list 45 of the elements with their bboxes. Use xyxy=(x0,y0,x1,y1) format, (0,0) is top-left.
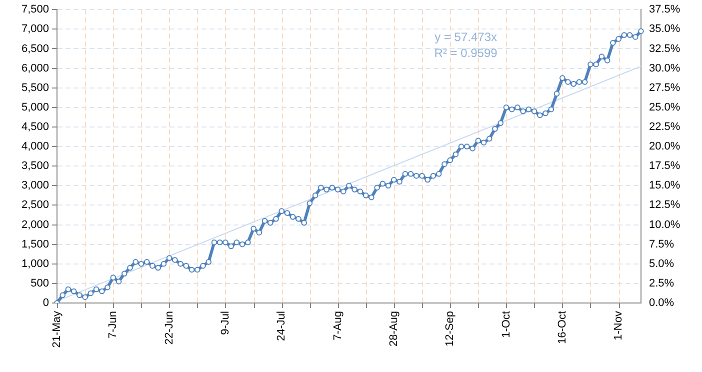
y-tick-label: 5,000 xyxy=(21,101,49,114)
y-tick-label: 0 xyxy=(42,297,49,310)
y2-tick-label: 22.5% xyxy=(649,120,680,133)
x-tick-label: 22-Jun xyxy=(163,311,176,345)
y-tick-label: 7,500 xyxy=(21,4,49,16)
y2-tick-label: 0.0% xyxy=(649,297,674,310)
y2-tick-label: 5.0% xyxy=(649,258,674,270)
x-tick-label: 7-Jun xyxy=(107,311,120,339)
y-tick-label: 2,000 xyxy=(21,218,49,231)
y2-tick-label: 20.0% xyxy=(649,140,680,153)
x-tick-label: 7-Aug xyxy=(332,311,344,340)
y2-tick-label: 27.5% xyxy=(649,82,680,94)
annotation: y = 57.473x xyxy=(434,30,497,44)
y2-tick-label: 12.5% xyxy=(649,199,680,212)
x-tick-label: 24-Jul xyxy=(276,311,288,341)
y-tick-label: 500 xyxy=(30,277,49,290)
y2-tick-label: 35.0% xyxy=(649,23,680,36)
y2-tick-label: 30.0% xyxy=(649,62,680,74)
y-tick-label: 4,500 xyxy=(21,120,49,133)
x-tick-label: 28-Aug xyxy=(388,311,400,346)
y-tick-label: 1,500 xyxy=(21,238,49,250)
y2-tick-label: 7.5% xyxy=(649,238,674,250)
x-tick-label: 1-Oct xyxy=(500,311,512,338)
y-tick-label: 6,500 xyxy=(21,42,49,55)
y-tick-label: 7,000 xyxy=(21,23,49,36)
x-tick-label: 9-Jul xyxy=(219,311,232,335)
y2-tick-label: 10.0% xyxy=(649,218,680,231)
y-tick-label: 6,000 xyxy=(21,62,49,74)
x-tick-label: 12-Sep xyxy=(444,311,456,346)
y2-tick-label: 17.5% xyxy=(649,160,680,172)
y2-tick-label: 32.5% xyxy=(649,42,680,55)
y-tick-label: 5,500 xyxy=(21,82,49,94)
y-tick-label: 4,000 xyxy=(21,140,49,153)
x-tick-label: 1-Nov xyxy=(612,310,625,340)
annotation: R² = 0.9599 xyxy=(434,46,498,60)
x-tick-label: 21-May xyxy=(51,310,64,348)
x-tick-label: 16-Oct xyxy=(556,311,568,344)
y2-tick-label: 15.0% xyxy=(649,180,680,192)
y-tick-label: 3,000 xyxy=(21,180,49,192)
y-tick-label: 1,000 xyxy=(21,258,49,270)
y-tick-label: 3,500 xyxy=(21,160,49,172)
y-tick-label: 2,500 xyxy=(21,199,49,212)
y2-tick-label: 2.5% xyxy=(649,277,674,290)
y2-tick-label: 25.0% xyxy=(649,101,680,114)
y2-tick-label: 37.5% xyxy=(649,4,680,16)
